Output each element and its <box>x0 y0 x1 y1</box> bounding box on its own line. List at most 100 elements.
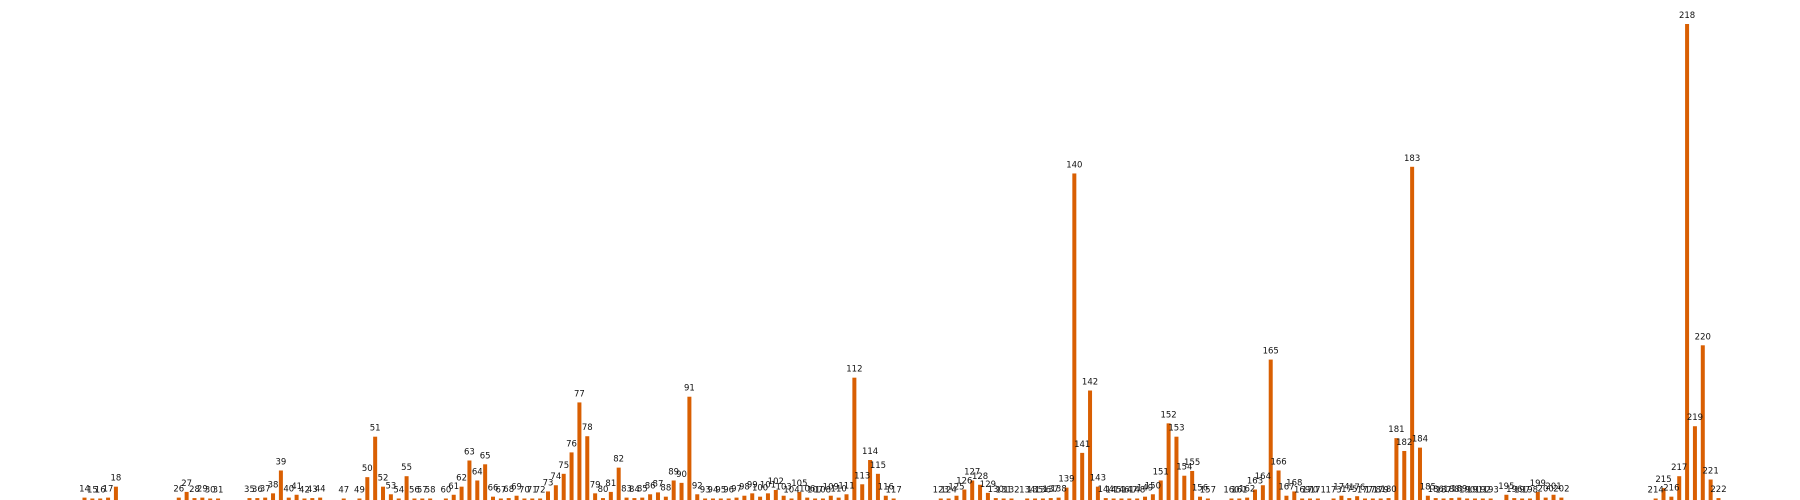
bar-86 <box>648 494 653 500</box>
bar-149 <box>1143 496 1148 500</box>
bar-label-164: 164 <box>1255 472 1271 482</box>
bar-label-43: 43 <box>307 485 318 495</box>
bar-label-116: 116 <box>878 483 894 493</box>
bar-153 <box>1174 436 1179 500</box>
bar-label-193: 193 <box>1483 486 1499 496</box>
bar-188 <box>1449 498 1454 500</box>
bar-label-166: 166 <box>1270 457 1286 467</box>
bar-70 <box>522 498 527 500</box>
bar-104 <box>789 498 794 500</box>
bar-label-146: 146 <box>1113 486 1129 496</box>
bar-138 <box>1056 497 1061 500</box>
bar-label-66: 66 <box>488 484 499 494</box>
bar-38 <box>271 493 276 500</box>
bar-label-17: 17 <box>103 485 114 495</box>
bar-155 <box>1190 470 1195 500</box>
bar-label-31: 31 <box>213 486 224 496</box>
bar-label-132: 132 <box>1003 486 1019 496</box>
bar-129 <box>985 492 990 500</box>
bar-label-36: 36 <box>252 485 263 495</box>
bar-label-49: 49 <box>354 486 365 496</box>
bar-66 <box>491 496 495 500</box>
bar-40 <box>286 497 291 500</box>
bar-label-62: 62 <box>456 474 467 484</box>
bar-37 <box>263 497 268 500</box>
bar-label-155: 155 <box>1184 458 1200 468</box>
bar-label-108: 108 <box>815 486 831 496</box>
bar-215 <box>1661 488 1666 500</box>
bar-label-112: 112 <box>846 365 862 375</box>
bar-193 <box>1488 498 1493 500</box>
bar-68 <box>506 498 511 500</box>
bar-27 <box>184 491 189 500</box>
bar-label-177: 177 <box>1357 486 1373 496</box>
bar-180 <box>1386 498 1391 500</box>
bar-label-65: 65 <box>480 451 491 461</box>
bar-label-216: 216 <box>1663 484 1679 494</box>
bar-90 <box>679 482 684 500</box>
bar-144 <box>1103 498 1108 500</box>
bar-114 <box>868 460 873 500</box>
bar-label-125: 125 <box>948 483 964 493</box>
bar-label-173: 173 <box>1325 486 1341 496</box>
bar-154 <box>1182 475 1187 500</box>
bar-152 <box>1166 423 1171 500</box>
bar-28 <box>192 498 197 500</box>
bar-73 <box>545 491 550 500</box>
bar-label-55: 55 <box>401 463 412 473</box>
bar-label-163: 163 <box>1247 477 1263 487</box>
bar-131 <box>1001 498 1006 500</box>
bar-217 <box>1677 476 1682 500</box>
bar-221 <box>1708 479 1713 500</box>
bar-label-217: 217 <box>1671 463 1687 473</box>
bar-label-86: 86 <box>645 481 656 491</box>
bar-label-102: 102 <box>768 477 784 487</box>
bar-76 <box>569 452 574 500</box>
bar-116 <box>883 495 888 500</box>
bar-151 <box>1158 480 1163 500</box>
bar-label-183: 183 <box>1404 154 1420 164</box>
bar-label-69: 69 <box>511 483 522 493</box>
bar-166 <box>1276 470 1281 500</box>
bar-62 <box>459 486 464 500</box>
bar-label-93: 93 <box>700 486 711 496</box>
bar-label-186: 186 <box>1428 485 1444 495</box>
bar-label-104: 104 <box>783 486 799 496</box>
bar-label-89: 89 <box>668 467 679 477</box>
bar-label-215: 215 <box>1655 475 1671 485</box>
bar-label-80: 80 <box>598 485 609 495</box>
bar-69 <box>514 495 519 500</box>
bar-103 <box>781 495 786 500</box>
bar-81 <box>608 491 613 500</box>
bar-65 <box>483 464 488 500</box>
bar-201 <box>1551 494 1556 500</box>
bar-label-151: 151 <box>1153 467 1169 477</box>
bar-170 <box>1308 498 1312 500</box>
bar-160 <box>1229 498 1234 500</box>
bar-148 <box>1135 498 1140 500</box>
bar-176 <box>1355 496 1360 500</box>
bar-label-156: 156 <box>1192 484 1208 494</box>
bar-label-76: 76 <box>566 439 577 449</box>
bar-label-129: 129 <box>980 480 996 490</box>
bar-71 <box>530 498 535 500</box>
bar-220 <box>1700 345 1705 500</box>
bars-layer <box>82 24 1721 500</box>
bar-label-150: 150 <box>1145 481 1161 491</box>
bar-79 <box>593 493 598 500</box>
bar-164 <box>1260 485 1265 500</box>
bar-label-111: 111 <box>838 481 854 491</box>
bar-179 <box>1378 498 1383 500</box>
bar-202 <box>1559 497 1564 500</box>
bar-label-41: 41 <box>291 482 302 492</box>
bar-label-144: 144 <box>1098 485 1114 495</box>
bar-label-188: 188 <box>1443 485 1459 495</box>
bar-label-174: 174 <box>1333 483 1349 493</box>
bar-label-134: 134 <box>1019 486 1035 496</box>
bar-label-88: 88 <box>660 484 671 494</box>
bar-label-220: 220 <box>1695 332 1711 342</box>
bar-124 <box>946 498 951 500</box>
bar-219 <box>1692 426 1697 500</box>
bar-label-181: 181 <box>1388 425 1404 435</box>
